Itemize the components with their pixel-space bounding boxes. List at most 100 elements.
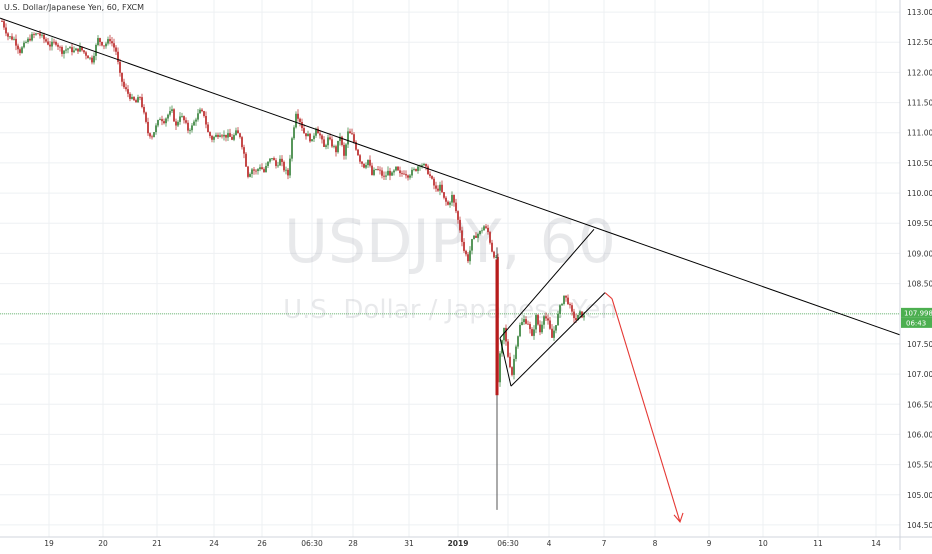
projection-arrow-line[interactable]	[611, 298, 681, 523]
candle	[551, 324, 553, 338]
candle-body	[59, 46, 61, 48]
candle-body	[409, 175, 411, 178]
candle-body	[527, 323, 529, 325]
candle	[175, 118, 177, 131]
candle	[555, 325, 557, 334]
candle-body	[357, 149, 359, 156]
candle-body	[341, 136, 343, 145]
candle	[357, 148, 359, 156]
candle-body	[545, 316, 547, 319]
candle-body	[141, 97, 143, 108]
candle-body	[565, 295, 567, 298]
candle-body	[29, 38, 31, 41]
candle-body	[383, 175, 385, 177]
candle	[365, 162, 367, 170]
candle-body	[535, 315, 537, 330]
candle	[363, 163, 365, 169]
candle	[457, 210, 459, 224]
candle	[285, 166, 287, 175]
candle-body	[283, 161, 285, 171]
candle	[483, 225, 485, 231]
descending-trendline[interactable]	[0, 17, 901, 336]
channel-line[interactable]	[510, 292, 606, 387]
candle	[33, 32, 35, 39]
candle	[225, 134, 227, 142]
candle	[561, 302, 563, 306]
candle	[437, 185, 439, 192]
candle-body	[257, 169, 259, 172]
candle-body	[349, 131, 351, 134]
candle	[37, 32, 39, 35]
candle	[113, 38, 115, 52]
candle	[55, 40, 57, 47]
candle	[527, 320, 529, 325]
candle	[13, 36, 15, 41]
candle-body	[417, 166, 419, 171]
candle	[153, 132, 155, 138]
candle-body	[195, 119, 197, 122]
candle-body	[337, 140, 339, 153]
candle-body	[169, 111, 171, 115]
candle	[107, 36, 109, 46]
spike-candle-body	[495, 259, 499, 396]
last-price-label: 107.998	[904, 309, 932, 317]
candle-body	[147, 121, 149, 134]
candle	[161, 115, 163, 126]
candle-body	[297, 113, 299, 119]
candle	[231, 134, 233, 141]
candle	[331, 136, 333, 148]
candle	[183, 115, 185, 124]
candle-body	[445, 197, 447, 202]
x-tick-label: 7	[602, 539, 607, 548]
candle-body	[73, 50, 75, 53]
candle-body	[547, 318, 549, 321]
candle-body	[265, 165, 267, 172]
channel-line[interactable]	[499, 337, 512, 387]
candle	[167, 113, 169, 122]
candle	[93, 52, 95, 65]
channel-line[interactable]	[499, 228, 595, 339]
candle	[537, 313, 539, 326]
candle-body	[15, 38, 17, 46]
projection-arrow-line[interactable]	[604, 292, 613, 300]
candle-body	[191, 125, 193, 131]
candle	[187, 120, 189, 134]
candle	[293, 125, 295, 141]
candle	[505, 324, 507, 346]
candle	[449, 201, 451, 208]
candle	[189, 128, 191, 135]
y-tick-label: 108.500	[907, 280, 932, 289]
candle	[179, 112, 181, 125]
candle-body	[295, 113, 297, 128]
candle-body	[437, 188, 439, 191]
candle	[251, 167, 253, 178]
candle	[517, 335, 519, 349]
candle-body	[373, 169, 375, 175]
x-tick-label: 9	[707, 539, 712, 548]
candle-body	[477, 233, 479, 238]
candle-body	[563, 295, 565, 304]
candle	[355, 140, 357, 151]
candle-body	[277, 165, 279, 167]
candle-body	[113, 43, 115, 48]
candle-body	[105, 43, 107, 47]
candle	[305, 133, 307, 140]
candle	[495, 254, 497, 259]
candle	[291, 136, 293, 162]
candle	[345, 143, 347, 160]
candle-body	[177, 121, 179, 126]
candle	[451, 191, 453, 206]
candle-body	[311, 139, 313, 142]
candle	[529, 321, 531, 334]
candle-body	[157, 120, 159, 126]
candle-body	[577, 314, 579, 321]
candle-body	[455, 202, 457, 212]
candle	[559, 304, 561, 319]
candle	[535, 313, 537, 334]
candle-body	[401, 173, 403, 174]
candle	[407, 174, 409, 181]
candle	[119, 58, 121, 77]
